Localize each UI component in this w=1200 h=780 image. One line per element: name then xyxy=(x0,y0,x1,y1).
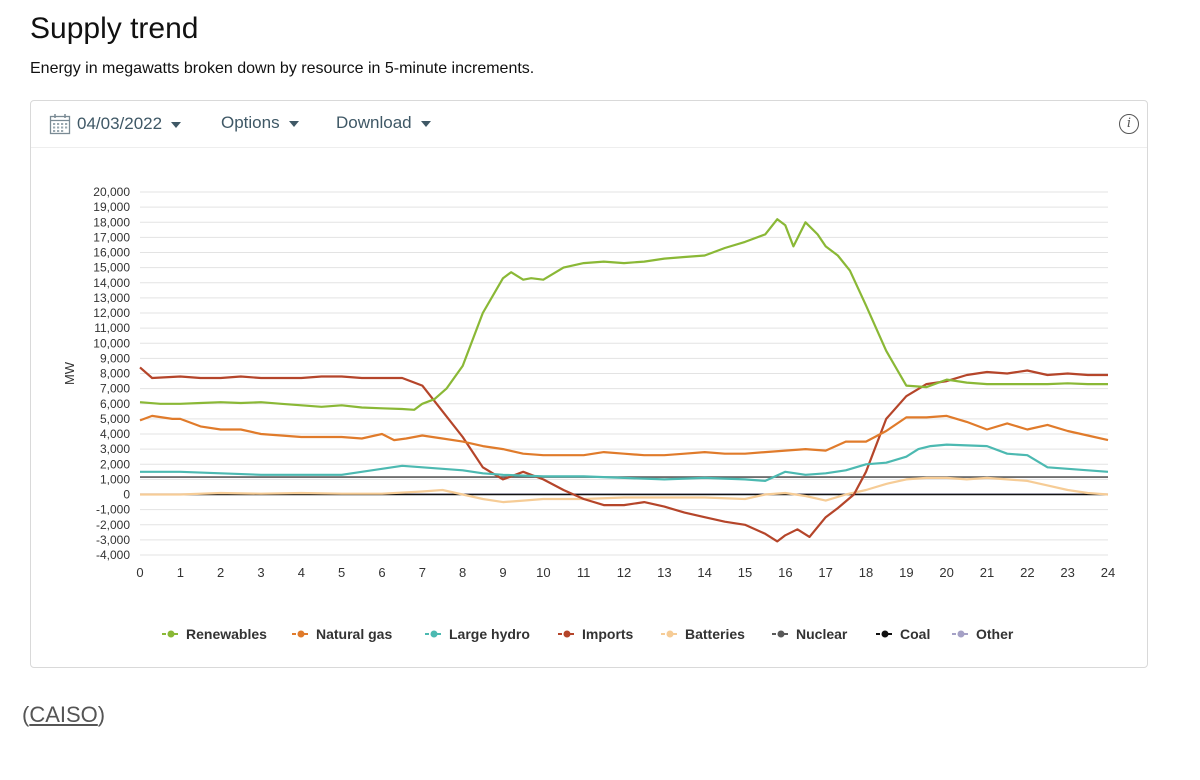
legend-marker-dot xyxy=(430,630,438,638)
y-tick-label: 20,000 xyxy=(93,185,130,199)
series-line-natural-gas xyxy=(139,414,1109,457)
options-dropdown[interactable]: Options xyxy=(221,113,299,133)
y-tick-label: 5,000 xyxy=(100,412,130,426)
x-tick-label: 19 xyxy=(899,565,913,580)
legend-label: Imports xyxy=(582,626,634,642)
y-tick-label: -3,000 xyxy=(96,533,130,547)
page-title: Supply trend xyxy=(30,12,199,45)
x-tick-label: 9 xyxy=(499,565,506,580)
y-tick-label: 13,000 xyxy=(93,291,130,305)
y-tick-label: 16,000 xyxy=(93,246,130,260)
y-tick-label: 17,000 xyxy=(93,230,130,244)
chart-area: 20,000 19,000 18,000 17,000 16,000 15,000 14,0… xyxy=(30,100,1148,668)
x-tick-label: 22 xyxy=(1020,565,1034,580)
chevron-down-icon xyxy=(288,120,299,127)
x-tick-label: 21 xyxy=(980,565,994,580)
legend-label: Renewables xyxy=(186,626,267,642)
y-tick-label: 15,000 xyxy=(93,261,130,275)
y-tick-label: 4,000 xyxy=(100,427,130,441)
x-tick-label: 3 xyxy=(257,565,264,580)
x-tick-label: 10 xyxy=(536,565,550,580)
y-tick-label: -4,000 xyxy=(96,548,130,562)
y-tick-label: 1,000 xyxy=(100,472,130,486)
y-tick-label: 18,000 xyxy=(93,215,130,229)
x-tick-label: 2 xyxy=(217,565,224,580)
x-tick-label: 20 xyxy=(939,565,953,580)
x-tick-label: 11 xyxy=(577,565,591,580)
legend-label: Large hydro xyxy=(449,626,530,642)
legend-marker-dot xyxy=(297,630,305,638)
series-line-renewables xyxy=(139,218,1108,411)
y-tick-label: 10,000 xyxy=(93,336,130,350)
x-tick-label: 12 xyxy=(617,565,631,580)
y-tick-label: 6,000 xyxy=(100,397,130,411)
legend-label: Batteries xyxy=(685,626,745,642)
legend-marker-dot xyxy=(563,630,571,638)
chart-toolbar: 04/03/2022 Options Download i xyxy=(31,101,1147,148)
y-axis-label: MW xyxy=(62,361,77,385)
calendar-icon xyxy=(49,113,71,135)
legend-marker-dot xyxy=(777,630,785,638)
y-tick-label: 7,000 xyxy=(100,382,130,396)
x-tick-label: 16 xyxy=(778,565,792,580)
info-icon[interactable]: i xyxy=(1119,114,1139,134)
x-tick-label: 23 xyxy=(1060,565,1074,580)
y-tick-label: 3,000 xyxy=(100,442,130,456)
y-tick-label: 0 xyxy=(123,488,130,502)
supply-trend-chart: 20,00019,00018,00017,00016,00015,00014,0… xyxy=(62,185,1115,642)
chevron-down-icon xyxy=(420,120,431,127)
source-citation: (CAISO) xyxy=(22,702,105,728)
y-tick-label: 11,000 xyxy=(94,321,130,335)
legend-label: Natural gas xyxy=(316,626,392,642)
y-tick-label: 9,000 xyxy=(100,351,130,365)
x-tick-label: 24 xyxy=(1101,565,1115,580)
x-tick-label: 5 xyxy=(338,565,345,580)
y-tick-label: 2,000 xyxy=(100,457,130,471)
x-tick-label: 14 xyxy=(697,565,711,580)
x-tick-label: 17 xyxy=(818,565,832,580)
download-dropdown[interactable]: Download xyxy=(336,113,431,133)
date-label: 04/03/2022 xyxy=(77,114,163,133)
date-picker-button[interactable]: 04/03/2022 xyxy=(49,113,182,135)
x-tick-label: 4 xyxy=(298,565,305,580)
x-tick-label: 15 xyxy=(738,565,752,580)
y-tick-label: 8,000 xyxy=(100,367,130,381)
x-tick-label: 1 xyxy=(177,565,184,580)
x-tick-label: 7 xyxy=(419,565,426,580)
legend-marker-dot xyxy=(957,630,965,638)
caiso-link[interactable]: CAISO xyxy=(29,702,98,727)
legend-label: Nuclear xyxy=(796,626,848,642)
options-label: Options xyxy=(221,113,280,132)
y-tick-label: -1,000 xyxy=(96,503,130,517)
x-tick-label: 13 xyxy=(657,565,671,580)
y-tick-label: 14,000 xyxy=(93,276,130,290)
x-tick-label: 18 xyxy=(859,565,873,580)
y-tick-label: 12,000 xyxy=(93,306,130,320)
legend-marker-dot xyxy=(666,630,674,638)
series-line-batteries xyxy=(140,476,1109,504)
download-label: Download xyxy=(336,113,412,132)
legend-label: Coal xyxy=(900,626,930,642)
legend-marker-dot xyxy=(881,630,889,638)
source-close-paren: ) xyxy=(97,702,106,727)
x-tick-label: 0 xyxy=(136,565,143,580)
page-subtitle: Energy in megawatts broken down by resou… xyxy=(30,60,535,77)
x-tick-label: 6 xyxy=(378,565,385,580)
series-line-large-hydro xyxy=(140,443,1109,482)
chevron-down-icon xyxy=(171,121,182,128)
chart-panel: 04/03/2022 Options Download i xyxy=(30,100,1148,668)
y-tick-label: -2,000 xyxy=(96,518,130,532)
y-tick-label: 19,000 xyxy=(93,200,130,214)
source-open-paren: ( xyxy=(22,702,30,727)
x-tick-label: 8 xyxy=(459,565,466,580)
legend-label: Other xyxy=(976,626,1014,642)
legend-marker-dot xyxy=(167,630,175,638)
